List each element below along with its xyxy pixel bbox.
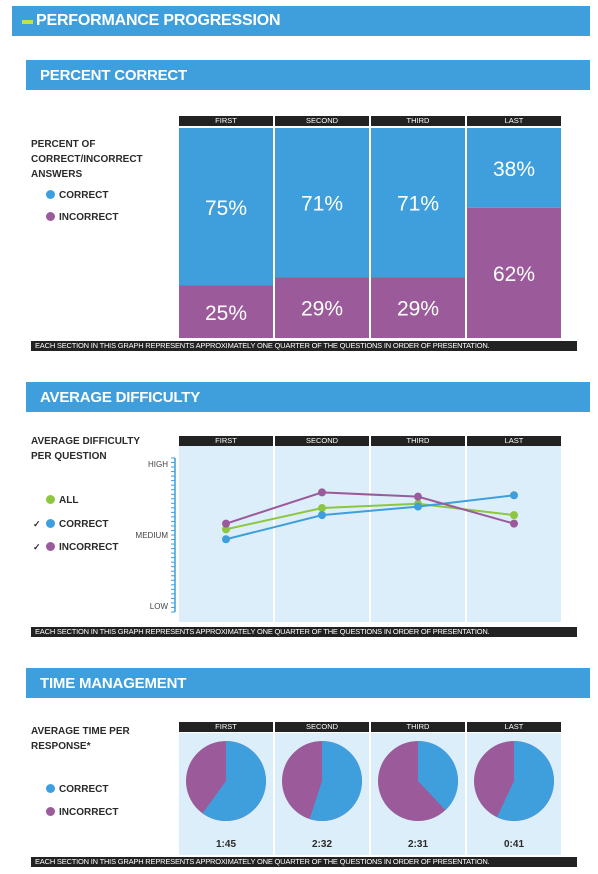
time-header: TIME MANAGEMENT	[26, 668, 590, 698]
difficulty-point-correct-last	[510, 491, 518, 500]
difficulty-point-all-first	[222, 525, 230, 534]
bar-incorrect-second	[275, 277, 369, 338]
time-quarter-label-third: THIRD	[371, 722, 465, 732]
bar-label-incorrect-first: 25%	[205, 302, 247, 325]
difficulty-y-tick-label-high: HIGH	[148, 460, 168, 469]
time-title: TIME MANAGEMENT	[40, 675, 187, 692]
percent-quarter-label-last: LAST	[467, 116, 561, 126]
time-footer-note: EACH SECTION IN THIS GRAPH REPRESENTS AP…	[31, 857, 577, 867]
difficulty-point-incorrect-second	[318, 488, 326, 497]
difficulty-legend-incorrect[interactable]: ✓ INCORRECT	[33, 541, 119, 553]
time-label-last: 0:41	[503, 839, 524, 850]
time-quarter-label-second: SECOND	[275, 722, 369, 732]
bar-correct-second	[275, 128, 369, 278]
bar-incorrect-last	[467, 207, 561, 338]
pie-slice-correct-second	[309, 741, 362, 821]
difficulty-title: AVERAGE DIFFICULTY	[40, 389, 201, 406]
time-quarter-label-first: FIRST	[179, 722, 273, 732]
difficulty-point-incorrect-third	[414, 492, 422, 501]
difficulty-point-correct-second	[318, 511, 326, 520]
checkbox-checked-icon[interactable]: ✓	[33, 542, 41, 552]
pie-slice-correct-last	[496, 741, 554, 821]
time-side-label: AVERAGE TIME PER RESPONSE*	[31, 726, 130, 752]
difficulty-quarter-label-second: SECOND	[275, 436, 369, 446]
bar-label-correct-first: 75%	[205, 197, 247, 220]
time-label-second: 2:32	[311, 839, 332, 850]
percent-quarter-label-second: SECOND	[275, 116, 369, 126]
percent-correct-header: PERCENT CORRECT	[26, 60, 590, 90]
page-title: PERFORMANCE PROGRESSION	[36, 12, 281, 29]
difficulty-point-incorrect-last	[510, 519, 518, 528]
correct-dot-icon	[46, 783, 55, 793]
correct-dot-icon	[46, 518, 55, 528]
difficulty-point-correct-third	[414, 502, 422, 511]
difficulty-legend-correct[interactable]: ✓ CORRECT	[33, 518, 109, 530]
percent-legend-correct: CORRECT	[46, 189, 108, 203]
difficulty-point-all-last	[510, 511, 518, 520]
bar-label-correct-third: 71%	[397, 193, 439, 216]
bar-label-correct-last: 38%	[493, 158, 535, 181]
percent-footer-note: EACH SECTION IN THIS GRAPH REPRESENTS AP…	[31, 341, 577, 351]
time-legend-correct: CORRECT	[46, 783, 108, 797]
percent-quarter-label-first: FIRST	[179, 116, 273, 126]
bar-correct-first	[179, 128, 273, 286]
bar-label-incorrect-last: 62%	[493, 263, 535, 286]
bar-incorrect-first	[179, 285, 273, 338]
difficulty-quarter-label-third: THIRD	[371, 436, 465, 446]
difficulty-panel-third	[371, 446, 465, 622]
difficulty-panel-second	[275, 446, 369, 622]
main-header: PERFORMANCE PROGRESSION	[12, 6, 590, 36]
difficulty-point-incorrect-first	[222, 519, 230, 528]
difficulty-footer-note: EACH SECTION IN THIS GRAPH REPRESENTS AP…	[31, 627, 577, 637]
bar-label-incorrect-second: 29%	[301, 298, 343, 321]
difficulty-panel-first	[179, 446, 273, 622]
bar-correct-third	[371, 128, 465, 278]
time-label-first: 1:45	[215, 839, 236, 850]
bar-label-correct-second: 71%	[301, 193, 343, 216]
percent-correct-chart: 75% 25% 71% 29% 71% 29% 38% 62%	[179, 128, 561, 338]
time-label-third: 2:31	[407, 839, 428, 850]
incorrect-dot-icon	[46, 806, 55, 816]
all-dot-icon	[46, 494, 55, 504]
percent-legend-incorrect: INCORRECT	[46, 211, 118, 225]
pie-slice-correct-third	[418, 741, 458, 811]
incorrect-dot-icon	[46, 541, 55, 551]
percent-correct-title: PERCENT CORRECT	[40, 67, 188, 84]
header-accent	[22, 20, 33, 24]
percent-quarter-label-third: THIRD	[371, 116, 465, 126]
difficulty-line-incorrect	[225, 491, 515, 525]
incorrect-dot-icon	[46, 211, 55, 221]
checkbox-checked-icon[interactable]: ✓	[33, 519, 41, 529]
correct-dot-icon	[46, 189, 55, 199]
bar-correct-last	[467, 128, 561, 208]
percent-side-label: PERCENT OF CORRECT/INCORRECT ANSWERS	[31, 139, 143, 180]
time-management-chart	[179, 733, 561, 855]
time-quarter-label-last: LAST	[467, 722, 561, 732]
difficulty-y-tick-label-medium: MEDIUM	[136, 531, 169, 540]
difficulty-quarter-label-first: FIRST	[179, 436, 273, 446]
difficulty-quarter-label-last: LAST	[467, 436, 561, 446]
difficulty-point-correct-first	[222, 535, 230, 544]
pie-slice-correct-first	[202, 741, 266, 821]
difficulty-line-correct	[225, 494, 515, 541]
bar-incorrect-third	[371, 277, 465, 338]
difficulty-chart: HIGH MEDIUM LOW	[136, 446, 561, 622]
time-legend-incorrect: INCORRECT	[46, 806, 118, 820]
bar-label-incorrect-third: 29%	[397, 298, 439, 321]
difficulty-point-all-second	[318, 504, 326, 513]
difficulty-legend-all: ALL	[46, 494, 78, 508]
difficulty-panel-last	[467, 446, 561, 622]
difficulty-y-tick-label-low: LOW	[150, 602, 169, 611]
difficulty-side-label: AVERAGE DIFFICULTY PER QUESTION	[31, 436, 140, 462]
difficulty-header: AVERAGE DIFFICULTY	[26, 382, 590, 412]
